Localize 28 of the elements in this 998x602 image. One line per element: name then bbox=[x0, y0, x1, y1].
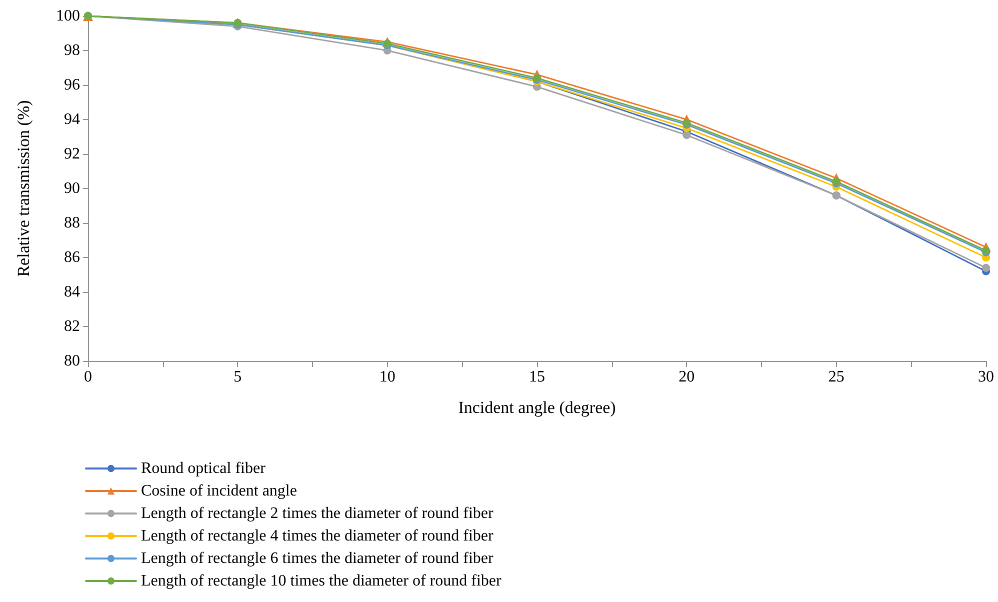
y-tick-label: 88 bbox=[64, 214, 80, 232]
legend-label: Length of rectangle 4 times the diameter of round fiber bbox=[141, 528, 494, 544]
x-tick-label: 15 bbox=[529, 368, 545, 386]
y-tick-label: 98 bbox=[64, 42, 80, 59]
y-axis-title: Relative transmission (%) bbox=[14, 100, 33, 277]
legend-label: Length of rectangle 6 times the diameter of round fiber bbox=[141, 550, 494, 567]
x-tick-label: 0 bbox=[84, 368, 92, 386]
y-tick-label: 90 bbox=[64, 180, 80, 197]
legend-label: Cosine of incident angle bbox=[141, 482, 297, 500]
y-tick-label: 92 bbox=[64, 146, 80, 162]
y-tick-label: 96 bbox=[64, 76, 80, 94]
x-axis-title: Incident angle (degree) bbox=[458, 398, 616, 417]
legend-label: Length of rectangle 2 times the diameter of round fiber bbox=[141, 505, 494, 522]
point bbox=[982, 264, 990, 272]
y-tick-label: 100 bbox=[56, 8, 80, 24]
point bbox=[682, 131, 691, 140]
legend-label: Round optical fiber bbox=[141, 460, 266, 477]
y-tick-label: 82 bbox=[64, 318, 80, 335]
y-tick-label: 80 bbox=[64, 352, 80, 370]
legend-label: Length of rectangle 10 times the diameter of round fiber bbox=[141, 572, 502, 590]
x-tick-label: 30 bbox=[978, 368, 994, 386]
x-tick-label: 20 bbox=[678, 368, 695, 386]
y-tick-label: 86 bbox=[64, 249, 80, 266]
y-tick-label: 84 bbox=[64, 284, 80, 300]
x-tick-label: 10 bbox=[379, 368, 396, 386]
x-tick-label: 25 bbox=[828, 368, 844, 386]
y-tick-label: 94 bbox=[64, 111, 80, 128]
x-tick-label: 5 bbox=[234, 368, 242, 386]
